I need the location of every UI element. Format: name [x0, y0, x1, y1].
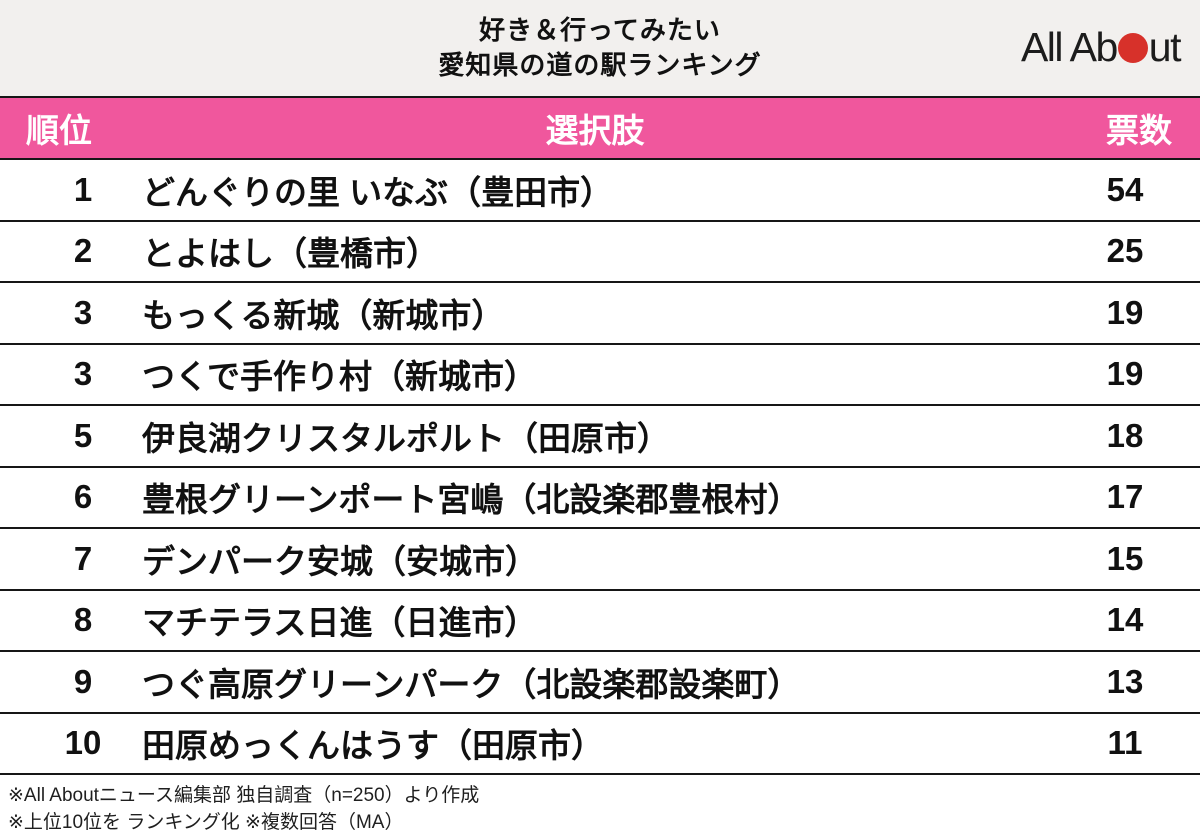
votes-cell: 15 — [1106, 539, 1144, 577]
rank-cell: 7 — [73, 539, 93, 577]
votes-cell: 14 — [1106, 601, 1144, 639]
page-title-line1: 好き＆行ってみたい — [479, 15, 721, 45]
page-title: 好き＆行ってみたい 愛知県の道の駅ランキング — [0, 13, 1200, 83]
rank-cell: 10 — [64, 724, 102, 762]
table-row: 6 豊根グリーンポート宮嶋（北設楽郡豊根村） 17 — [0, 467, 1200, 529]
table-row: 3 もっくる新城（新城市） 19 — [0, 283, 1200, 345]
table-header-row: 順位 選択肢 票数 — [0, 96, 1200, 160]
table-row: 2 とよはし（豊橋市） 25 — [0, 221, 1200, 283]
rank-cell: 8 — [73, 601, 93, 639]
table-row: 5 伊良湖クリスタルポルト（田原市） 18 — [0, 406, 1200, 468]
logo-text-right: ut — [1148, 24, 1182, 70]
choice-cell: マチテラス日進（日進市） — [142, 604, 538, 642]
table-row: 9 つぐ高原グリーンパーク（北設楽郡設楽町） 13 — [0, 652, 1200, 714]
footnote-line2: ※上位10位を ランキング化 ※複数回答（MA） — [8, 812, 404, 833]
rank-cell: 9 — [73, 662, 93, 700]
table-row: 3 つくで手作り村（新城市） 19 — [0, 344, 1200, 406]
rank-cell: 2 — [73, 232, 93, 270]
footnotes: ※All Aboutニュース編集部 独自調査（n=250）より作成 ※上位10位… — [0, 775, 1200, 836]
table-row: 10 田原めっくんはうす（田原市） 11 — [0, 713, 1200, 775]
rank-cell: 1 — [73, 170, 93, 208]
allabout-logo: All Ab ut — [1020, 24, 1182, 71]
header-choice: 選択肢 — [545, 112, 645, 149]
votes-cell: 11 — [1107, 724, 1143, 762]
choice-cell: 伊良湖クリスタルポルト（田原市） — [142, 419, 670, 457]
votes-cell: 54 — [1106, 170, 1144, 208]
rank-cell: 5 — [73, 416, 93, 454]
rank-cell: 6 — [73, 478, 93, 516]
logo-text-left: All Ab — [1020, 24, 1118, 70]
choice-cell: デンパーク安城（安城市） — [142, 542, 538, 580]
table-row: 7 デンパーク安城（安城市） 15 — [0, 529, 1200, 591]
choice-cell: つぐ高原グリーンパーク（北設楽郡設楽町） — [142, 665, 801, 703]
choice-cell: 豊根グリーンポート宮嶋（北設楽郡豊根村） — [142, 481, 801, 519]
table-row: 1 どんぐりの里 いなぶ（豊田市） 54 — [0, 160, 1200, 222]
page-title-line2: 愛知県の道の駅ランキング — [438, 50, 762, 80]
choice-cell: 田原めっくんはうす（田原市） — [142, 727, 604, 765]
title-band: 好き＆行ってみたい 愛知県の道の駅ランキング All Ab ut — [0, 0, 1200, 96]
table-row: 8 マチテラス日進（日進市） 14 — [0, 590, 1200, 652]
header-rank: 順位 — [26, 112, 92, 149]
choice-cell: つくで手作り村（新城市） — [142, 358, 538, 396]
votes-cell: 13 — [1106, 662, 1144, 700]
votes-cell: 25 — [1106, 232, 1144, 270]
votes-cell: 19 — [1106, 355, 1144, 393]
footnote-line1: ※All Aboutニュース編集部 独自調査（n=250）より作成 — [8, 785, 480, 806]
header-votes: 票数 — [1106, 112, 1172, 149]
logo-red-dot-icon — [1117, 33, 1148, 63]
choice-cell: どんぐりの里 いなぶ（豊田市） — [142, 173, 614, 211]
votes-cell: 17 — [1106, 478, 1144, 516]
choice-cell: もっくる新城（新城市） — [142, 296, 505, 334]
rank-cell: 3 — [73, 355, 93, 393]
choice-cell: とよはし（豊橋市） — [142, 235, 439, 273]
votes-cell: 18 — [1106, 416, 1144, 454]
votes-cell: 19 — [1106, 293, 1144, 331]
rank-cell: 3 — [73, 293, 93, 331]
table-body: 1 どんぐりの里 いなぶ（豊田市） 54 2 とよはし（豊橋市） 25 3 もっくる新城（新城… — [0, 160, 1200, 775]
